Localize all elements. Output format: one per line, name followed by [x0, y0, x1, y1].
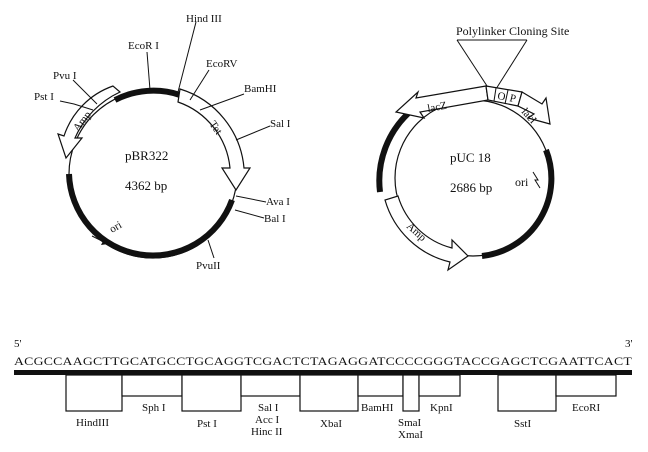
amp-gene-arrow: [57, 85, 122, 160]
seq-site-ecor: EcoRI: [572, 402, 600, 414]
puc18-size: 2686 bp: [450, 180, 492, 195]
lacz-gene-arrow: [394, 85, 489, 119]
puc-ori-label: ori: [515, 175, 529, 189]
site-avai: Ava I: [266, 196, 290, 208]
puc-ori-mark: [532, 171, 541, 189]
box-sst: [497, 374, 557, 412]
polylinker-line-left: [456, 39, 490, 90]
box-ecor: [555, 374, 617, 397]
seq-site-sma: SmaI: [398, 417, 422, 429]
pst-line: [59, 100, 94, 111]
puc18-ring-left: [376, 107, 414, 193]
five-prime: 5': [14, 338, 22, 350]
box-hind3: [65, 374, 123, 412]
site-bamhi: BamHI: [244, 83, 277, 95]
puc18-map: Polylinker Cloning Site lacZ O P lacI Am…: [376, 24, 569, 272]
ori-label: ori: [108, 219, 125, 236]
seq-site-xma: XmaI: [398, 429, 423, 441]
seq-site-kpn: KpnI: [430, 402, 453, 414]
box-sma: [402, 374, 420, 412]
seq-site-bam: BamHI: [361, 402, 394, 414]
three-prime: 3': [625, 338, 633, 350]
site-pvu2: PvuII: [196, 260, 221, 272]
o-label: O: [496, 90, 506, 103]
bali-line: [234, 209, 265, 219]
sequence-bar: [14, 370, 632, 375]
seq-site-pst: Pst I: [197, 418, 217, 430]
pbr322-size: 4362 bp: [125, 178, 167, 193]
seq-site-sst: SstI: [514, 418, 531, 430]
ecori-line: [146, 51, 151, 91]
site-ecori: EcoR I: [128, 40, 159, 52]
site-ecorv: EcoRV: [206, 58, 238, 70]
seq-site-xba: XbaI: [320, 418, 342, 430]
pvu2-line: [207, 239, 215, 259]
box-sph: [121, 374, 183, 397]
puc18-ring-right: [481, 148, 555, 259]
hind3-line: [177, 21, 197, 93]
laci-gene-arrow: [517, 91, 551, 125]
pbr322-ring-lower: [66, 173, 235, 259]
op-divider-1: [493, 87, 497, 102]
puc18-name: pUC 18: [450, 150, 491, 165]
sequence-text: ACGCCAAGCTTGCATGCCTGCAGGTCGACTCTAGAGGATC…: [14, 355, 632, 368]
pvu1-line: [72, 79, 98, 105]
site-sali: Sal I: [270, 118, 291, 130]
tet-gene-arrow: [177, 88, 252, 192]
pbr322-map: Pst I Pvu I EcoR I Hind III EcoRV BamHI …: [34, 13, 291, 272]
p-label: P: [508, 92, 517, 105]
box-pst: [181, 374, 242, 412]
box-sal: [240, 374, 301, 397]
seq-site-hinc: Hinc II: [251, 426, 283, 438]
polylinker-line-right: [495, 39, 528, 90]
site-bali: Bal I: [264, 213, 286, 225]
avai-line: [235, 195, 267, 203]
box-kpn: [418, 374, 461, 397]
site-pvu1: Pvu I: [53, 70, 77, 82]
pbr322-name: pBR322: [125, 148, 168, 163]
op-divider-2: [504, 89, 509, 105]
seq-site-acc: Acc I: [255, 414, 279, 426]
seq-site-sal: Sal I: [258, 402, 279, 414]
site-hind3: Hind III: [186, 13, 222, 25]
ecorv-line: [189, 69, 210, 101]
puc-amp-gene-arrow: [384, 195, 469, 272]
sali-line: [235, 125, 271, 141]
box-bam: [357, 374, 404, 397]
box-xba: [299, 374, 359, 412]
site-pst: Pst I: [34, 91, 54, 103]
polylinker-label: Polylinker Cloning Site: [456, 24, 569, 38]
seq-site-hind3: HindIII: [76, 417, 109, 429]
pbr322-ring-top: [113, 87, 181, 103]
seq-site-sph: Sph I: [142, 402, 166, 414]
lacz-label: lacZ: [426, 100, 448, 115]
bamhi-line: [199, 93, 245, 111]
sequence-map: 5' 3' ACGCCAAGCTTGCATGCCTGCAGGTCGACTCTAG…: [14, 338, 633, 441]
ori-arrow-head: [101, 239, 108, 245]
